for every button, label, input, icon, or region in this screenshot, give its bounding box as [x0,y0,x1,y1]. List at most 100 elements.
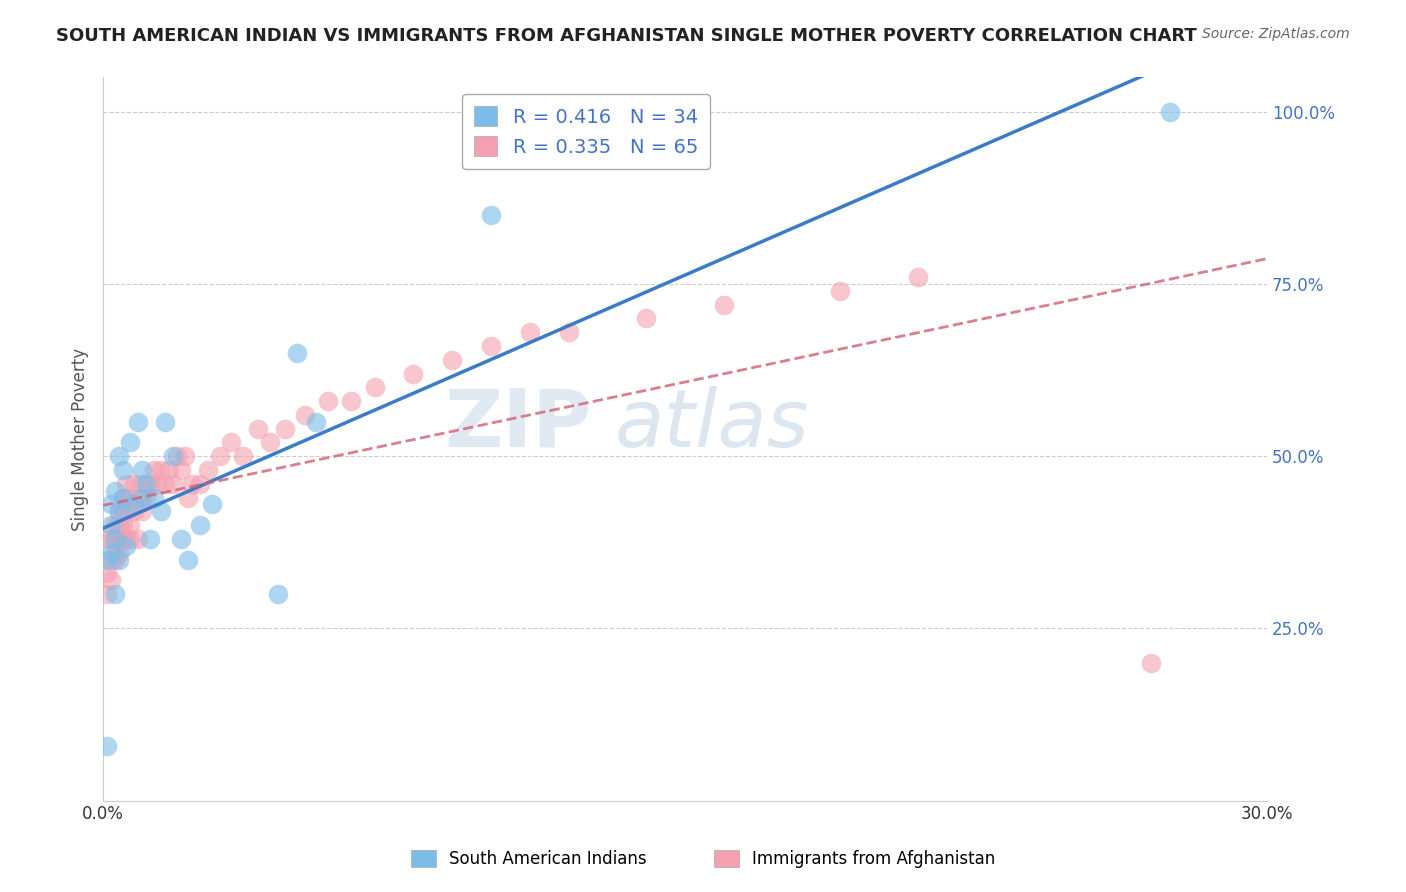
Point [162,449,184,463]
Point [138,532,160,546]
Point [305,415,328,429]
Point [142,491,165,505]
Point [96,566,118,581]
Point [197,463,219,477]
Point [100,532,122,546]
Point [104,552,127,566]
Point [104,546,127,560]
Point [120,518,142,533]
Point [1159,104,1181,119]
Point [127,532,149,546]
Point [219,435,242,450]
Point [247,422,270,436]
Point [150,504,173,518]
Point [122,504,145,518]
Point [127,415,149,429]
Point [100,498,122,512]
Point [107,546,129,560]
Point [131,491,153,505]
Y-axis label: Single Mother Poverty: Single Mother Poverty [72,348,89,531]
Point [127,491,149,505]
Point [267,587,290,601]
Point [208,449,231,463]
Point [115,504,138,518]
Point [294,408,316,422]
Point [111,504,134,518]
Point [479,208,502,222]
Point [107,518,129,533]
Point [131,463,153,477]
Point [122,476,145,491]
Point [274,422,297,436]
Point [115,539,138,553]
Point [96,552,118,566]
Point [104,532,127,546]
Point [907,270,929,285]
Point [115,532,138,546]
Point [441,352,464,367]
Point [157,463,180,477]
Point [285,346,308,360]
Point [519,326,541,340]
Point [107,449,129,463]
Point [201,498,224,512]
Point [146,476,169,491]
Text: Source: ZipAtlas.com: Source: ZipAtlas.com [1202,27,1350,41]
Point [170,532,193,546]
Point [153,476,176,491]
Point [259,435,281,450]
Point [188,518,211,533]
Point [636,311,658,326]
Point [104,532,127,546]
Point [115,476,138,491]
Point [177,552,200,566]
Point [120,435,142,450]
Point [162,476,184,491]
Point [120,491,142,505]
Point [402,367,425,381]
Point [122,498,145,512]
Text: atlas: atlas [616,385,810,464]
Point [340,394,363,409]
Point [111,491,134,505]
Point [135,491,157,505]
Point [166,449,188,463]
Point [111,491,134,505]
Point [177,491,200,505]
Point [479,339,502,353]
Point [170,463,193,477]
Point [104,483,127,498]
Legend: R = 0.416   N = 34, R = 0.335   N = 65: R = 0.416 N = 34, R = 0.335 N = 65 [463,95,710,169]
Point [131,504,153,518]
Point [100,546,122,560]
Point [138,476,160,491]
Point [107,532,129,546]
Point [135,476,157,491]
Point [100,552,122,566]
Point [107,552,129,566]
Point [188,476,211,491]
Text: SOUTH AMERICAN INDIAN VS IMMIGRANTS FROM AFGHANISTAN SINGLE MOTHER POVERTY CORRE: SOUTH AMERICAN INDIAN VS IMMIGRANTS FROM… [56,27,1197,45]
Point [830,284,852,298]
Point [120,532,142,546]
Point [153,415,176,429]
Point [173,449,195,463]
Point [107,504,129,518]
Point [100,573,122,587]
Point [131,476,153,491]
Point [316,394,339,409]
Point [96,532,118,546]
Legend: South American Indians, Immigrants from Afghanistan: South American Indians, Immigrants from … [405,843,1001,875]
Point [142,463,165,477]
Text: ZIP: ZIP [444,385,592,464]
Point [181,476,204,491]
Point [150,463,173,477]
Point [104,587,127,601]
Point [96,587,118,601]
Point [100,518,122,533]
Point [111,532,134,546]
Point [557,326,579,340]
Point [232,449,254,463]
Point [713,298,735,312]
Point [107,504,129,518]
